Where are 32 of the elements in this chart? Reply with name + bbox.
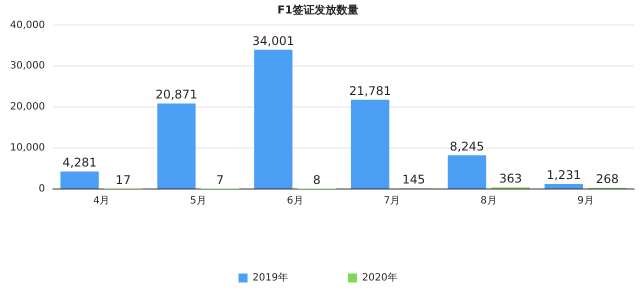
bar (157, 104, 196, 188)
data-label: 8 (313, 173, 321, 188)
data-label: 1,231 (546, 168, 581, 182)
data-label: 21,781 (349, 84, 392, 98)
legend-label: 2020年 (362, 272, 398, 284)
data-label: 8,245 (450, 139, 484, 154)
data-label: 145 (402, 172, 426, 187)
y-tick-label: 40,000 (10, 20, 45, 31)
data-label: 7 (216, 173, 224, 188)
data-label: 20,871 (155, 88, 198, 102)
y-tick-label: 20,000 (10, 102, 45, 113)
x-tick-label: 9月 (577, 196, 594, 207)
bar (544, 184, 583, 188)
x-tick-label: 8月 (480, 196, 497, 207)
bar (60, 171, 99, 188)
data-label: 34,001 (252, 34, 294, 48)
legend-label: 2019年 (252, 272, 288, 284)
y-tick-label: 0 (38, 184, 45, 195)
data-label: 4,281 (62, 156, 97, 170)
x-tick-label: 6月 (286, 196, 304, 207)
bar (350, 100, 390, 188)
x-tick-label: 7月 (384, 196, 400, 207)
data-label: 268 (596, 172, 619, 186)
bar (254, 50, 292, 188)
bar (448, 155, 486, 188)
chart-title: F1签证发放数量 (277, 3, 359, 16)
y-tick-label: 30,000 (10, 60, 45, 72)
y-tick-label: 10,000 (10, 142, 45, 154)
x-tick-label: 4月 (93, 196, 110, 207)
data-label: 17 (116, 173, 131, 188)
x-tick-label: 5月 (190, 196, 206, 207)
data-label: 363 (499, 172, 522, 186)
